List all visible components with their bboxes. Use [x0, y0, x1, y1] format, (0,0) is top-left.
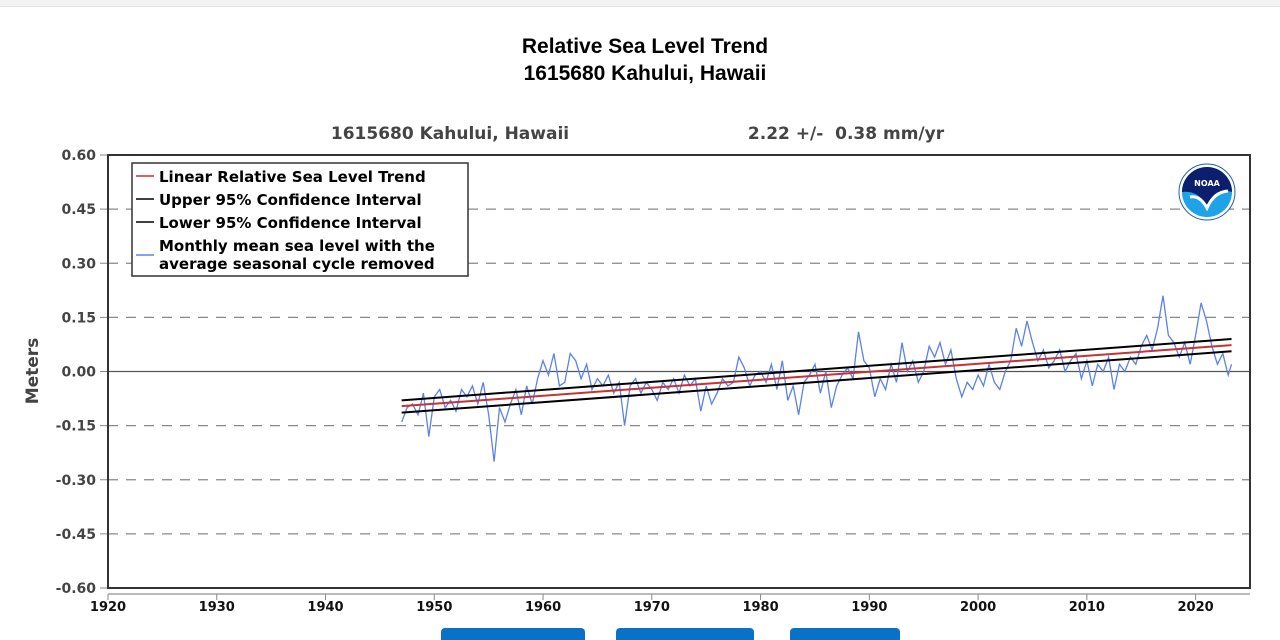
x-tick-label: 1950 [416, 600, 452, 615]
x-tick-label: 1970 [634, 600, 670, 615]
upper-ci-line [401, 338, 1232, 402]
x-tick-label: 2020 [1178, 600, 1214, 615]
legend-label-monthly-1: Monthly mean sea level with the [159, 237, 435, 255]
plot-station-label: 1615680 Kahului, Hawaii [331, 124, 569, 144]
y-tick-label: 0.45 [61, 202, 96, 218]
action-button-2[interactable] [616, 628, 754, 640]
x-tick-label: 1920 [90, 600, 126, 615]
plot-trend-label: 2.22 +/- 0.38 mm/yr [748, 124, 945, 144]
grid-lines [108, 208, 1250, 535]
lower-ci-line [401, 350, 1232, 414]
legend: Linear Relative Sea Level Trend Upper 95… [131, 162, 469, 277]
x-tick-label: 1940 [307, 600, 343, 615]
x-axis: 1920 1930 1940 1950 1960 1970 1980 1990 2000 2010… [90, 593, 1250, 615]
monthly-mean-series [401, 295, 1233, 462]
plot-frame [107, 154, 1251, 589]
x-tick-label: 2010 [1069, 600, 1105, 615]
legend-label-upper: Upper 95% Confidence Interval [159, 191, 422, 209]
top-strip [0, 0, 1280, 7]
legend-box [131, 162, 469, 277]
x-tick-label: 2000 [960, 600, 996, 615]
noaa-logo: NOAA [1178, 163, 1236, 221]
chart-subtitle: 1615680 Kahului, Hawaii [524, 62, 767, 85]
y-tick-label: 0.15 [61, 310, 96, 326]
plot-area [401, 295, 1233, 462]
action-button-3[interactable] [790, 628, 900, 640]
legend-label-monthly-2: average seasonal cycle removed [159, 255, 435, 273]
svg-text:NOAA: NOAA [1194, 179, 1220, 188]
trend-line [401, 344, 1232, 408]
chart-title: Relative Sea Level Trend [522, 35, 768, 58]
legend-label-trend: Linear Relative Sea Level Trend [159, 168, 426, 186]
y-axis-label: Meters [23, 338, 43, 405]
y-tick-label: -0.45 [56, 527, 96, 543]
y-tick-label: 0.60 [61, 148, 96, 164]
y-tick-label: -0.60 [56, 581, 97, 597]
y-tick-label: 0.00 [61, 365, 96, 381]
x-tick-label: 1990 [851, 600, 887, 615]
y-axis: 0.60 0.45 0.30 0.15 0.00 -0.15 -0.30 -0.45 -0.60 [56, 148, 108, 597]
x-tick-label: 1960 [525, 600, 561, 615]
y-tick-label: 0.30 [61, 256, 96, 272]
action-button-1[interactable] [441, 628, 585, 640]
y-tick-label: -0.30 [56, 473, 97, 489]
x-tick-label: 1930 [199, 600, 235, 615]
y-tick-label: -0.15 [56, 419, 96, 435]
legend-label-lower: Lower 95% Confidence Interval [159, 214, 422, 232]
x-tick-label: 1980 [742, 600, 778, 615]
